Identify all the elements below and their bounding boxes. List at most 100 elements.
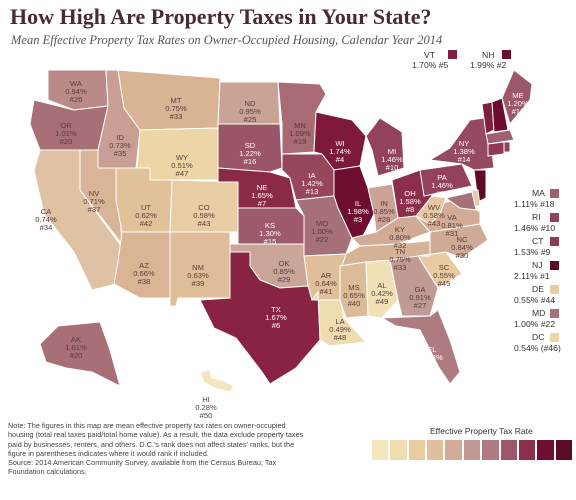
state-label-ks: KS 1.30% #15 xyxy=(259,221,281,246)
state-label-ny: NY 1.38% #14 xyxy=(453,139,475,164)
callout-swatch xyxy=(550,189,559,198)
state-ms xyxy=(339,261,369,319)
callout-swatch xyxy=(502,50,511,59)
note-line: Note: The figures in this map are mean e… xyxy=(8,421,286,430)
callout-abbr: MA xyxy=(532,188,545,198)
state-label-wv: WV 0.58% #43 xyxy=(423,203,445,228)
state-label-tx: TX 1.67% #6 xyxy=(265,305,287,330)
state-label-ok: OK 0.85% #29 xyxy=(273,259,295,284)
state-label-co: CO 0.58% #43 xyxy=(193,203,215,228)
state-label-nd: ND 0.95% #25 xyxy=(239,99,261,124)
state-label-ak: AK 1.01% #20 xyxy=(65,335,87,360)
state-label-ms: MS 0.65% #40 xyxy=(343,283,365,308)
state-label-fl: FL 0.98% #25 xyxy=(421,345,443,370)
note-line: figure in parentheses indicates where it… xyxy=(8,448,209,458)
callout-value: 1.99% #2 xyxy=(470,60,507,70)
state-nm xyxy=(169,231,231,307)
state-md xyxy=(444,191,477,211)
state-label-sc: SC 0.55% #45 xyxy=(433,263,455,288)
callout-swatch xyxy=(550,213,559,222)
callout-swatch xyxy=(550,237,559,246)
state-label-pa: PA 1.46% #10 xyxy=(431,173,453,198)
state-label-ca: CA 0.74% #34 xyxy=(35,207,57,232)
callout-abbr: DC xyxy=(532,332,545,342)
callout-swatch xyxy=(550,285,559,294)
state-ri xyxy=(503,141,511,153)
legend-swatch xyxy=(555,440,572,460)
state-label-az: AZ 0.66% #38 xyxy=(133,261,155,286)
state-label-nv: NV 0.71% #37 xyxy=(83,189,105,214)
state-label-ut: UT 0.62% #42 xyxy=(135,203,157,228)
state-label-ar: AR 0.64% #41 xyxy=(315,271,337,296)
state-label-nc: NC 0.84% #30 xyxy=(451,235,473,260)
legend-swatch xyxy=(463,440,481,460)
state-label-ne: NE 1.65% #7 xyxy=(251,183,273,208)
callout-value: 1.11% #18 xyxy=(514,199,555,209)
callout-value: 0.54% (#46) xyxy=(514,343,561,353)
callout-value: 1.46% #10 xyxy=(514,223,556,233)
callout-abbr: NH xyxy=(482,50,495,60)
callout-abbr: CT xyxy=(532,236,544,246)
state-label-il: IL 1.98% #3 xyxy=(347,199,369,224)
callout-swatch xyxy=(448,50,457,59)
state-sd xyxy=(217,123,283,173)
state-label-ia: IA 1.42% #13 xyxy=(301,171,323,196)
state-nc xyxy=(417,223,489,259)
state-mi xyxy=(365,117,405,177)
state-label-mo: MO 1.00% #22 xyxy=(311,219,333,244)
state-label-mt: MT 0.75% #33 xyxy=(165,96,187,121)
state-fl xyxy=(380,309,461,385)
page-title: How High Are Property Taxes in Your Stat… xyxy=(10,4,432,29)
callout-abbr: VT xyxy=(424,50,435,60)
callout-value: 1.70% #5 xyxy=(412,60,449,70)
legend-swatch xyxy=(518,440,536,460)
legend-color-scale xyxy=(372,440,572,460)
state-label-or: OR 1.01% #20 xyxy=(55,121,77,146)
note-line: Source: 2014 American Community Survey, … xyxy=(8,458,277,468)
state-tx xyxy=(199,251,321,385)
state-ak xyxy=(39,321,121,387)
state-label-oh: OH 1.58% #8 xyxy=(399,189,421,214)
legend-swatch xyxy=(390,440,407,460)
callout-swatch xyxy=(550,261,559,270)
state-wv xyxy=(415,195,447,225)
state-label-me: ME 1.20% #17 xyxy=(507,91,529,116)
state-mt xyxy=(117,69,221,131)
legend-swatch xyxy=(427,440,444,460)
legend-swatch xyxy=(445,440,462,460)
state-label-mi: MI 1.46% #10 xyxy=(381,147,403,172)
note-line: Foundation calculations. xyxy=(8,467,87,477)
state-me xyxy=(501,69,533,126)
callout-abbr: MD xyxy=(532,308,546,318)
state-label-wa: WA 0.94% #26 xyxy=(65,79,87,104)
state-pa xyxy=(419,163,473,197)
state-label-in: IN 0.85% #28 xyxy=(373,199,395,224)
state-label-al: AL 0.42% #49 xyxy=(371,281,393,306)
callout-swatch xyxy=(550,333,559,342)
state-label-la: LA 0.49% #48 xyxy=(329,317,351,342)
page-subtitle: Mean Effective Property Tax Rates on Own… xyxy=(11,33,443,47)
note-line: paid by businesses, renters, and others.… xyxy=(8,439,295,449)
state-al xyxy=(365,259,399,319)
callout-swatch xyxy=(550,309,559,318)
callout-value: 1.53% #9 xyxy=(514,247,551,257)
legend-swatch xyxy=(500,440,517,460)
state-label-id: ID 0.73% #35 xyxy=(109,133,131,158)
state-label-nm: NM 0.63% #39 xyxy=(187,263,209,288)
note-line: housing (total real taxes paid/total hom… xyxy=(8,430,304,440)
state-hi xyxy=(199,369,235,393)
state-label-hi: HI 0.28% #50 xyxy=(195,395,217,420)
state-label-sd: SD 1.22% #16 xyxy=(239,141,261,166)
legend-swatch xyxy=(482,440,499,460)
state-label-wi: WI 1.74% #4 xyxy=(329,139,351,164)
callout-abbr: RI xyxy=(532,212,541,222)
state-label-tn: TN 0.75% #33 xyxy=(389,247,411,272)
state-ma xyxy=(485,129,515,145)
footnote: Note: The figures in this map are mean e… xyxy=(8,421,378,477)
legend-swatch xyxy=(408,440,426,460)
state-label-mn: MN 1.09% #19 xyxy=(289,121,311,146)
legend-swatch xyxy=(372,440,389,460)
callout-value: 2.11% #1 xyxy=(514,271,550,281)
state-label-ky: KY 0.80% #32 xyxy=(389,225,411,250)
